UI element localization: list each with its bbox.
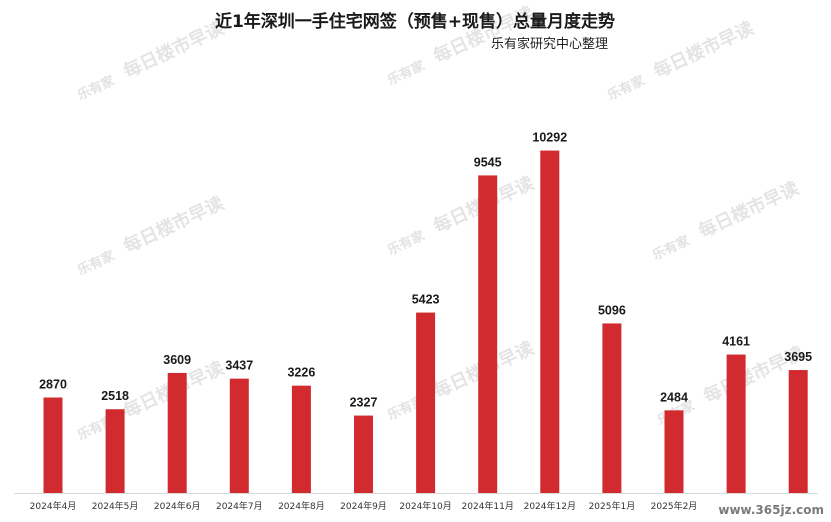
watermark-logo: 乐有家 [605,72,648,103]
value-label-7: 5423 [412,293,440,307]
site-mark-text: www.365jz.com [718,503,824,517]
bar-4 [229,378,249,493]
x-tick-label-4: 2024年7月 [216,500,263,512]
bar-1 [43,397,63,493]
bar-5 [291,385,311,493]
value-label-4: 3437 [225,359,253,373]
value-label-5: 3226 [287,366,315,380]
bar-6 [354,415,373,493]
bar-13 [788,370,808,493]
watermark-text: 每日楼市早读 [120,17,227,83]
x-tick-label-10: 2025年1月 [589,500,636,512]
x-tick-label-1: 2024年4月 [30,500,77,512]
bar-10 [602,323,622,493]
bar-8 [478,175,498,494]
value-label-8: 9545 [474,155,502,169]
bar-9 [540,150,560,493]
value-label-13: 3695 [784,350,812,364]
site-mark: www.365jz.com [700,496,831,522]
site-mark-bg [700,496,831,522]
x-tick-label-5: 2024年8月 [278,500,325,512]
watermark-text: 每日楼市早读 [120,192,227,258]
x-tick-label-7: 2024年10月 [399,500,451,512]
x-tick-label-8: 2024年11月 [462,500,514,512]
value-labels: 2870 2518 3609 3437 3226 2327 5423 9545 10292 509… [39,131,812,410]
watermark-text: 每日楼市早读 [695,177,802,243]
watermark-logo: 乐有家 [75,72,118,103]
x-tick-label-11: 2025年2月 [651,500,698,512]
value-label-2: 2518 [101,389,129,403]
value-label-9: 10292 [532,131,567,145]
bar-12 [726,354,746,493]
value-label-10: 5096 [598,303,626,317]
x-tick-label-6: 2024年9月 [340,500,387,512]
bar-11 [664,410,684,493]
x-tick-label-9: 2024年12月 [524,500,576,512]
value-label-12: 4161 [722,335,750,349]
watermark-logo: 乐有家 [385,227,428,258]
chart-subtitle: 乐有家研究中心整理 [491,36,608,52]
bar-3 [167,372,187,493]
chart-title: 近1年深圳一手住宅网签（预售+现售）总量月度走势 [215,11,615,32]
value-label-3: 3609 [163,353,191,367]
watermark-logo: 乐有家 [385,57,428,88]
x-tick-label-3: 2024年6月 [154,500,201,512]
value-label-11: 2484 [660,390,688,404]
x-tick-label-2: 2024年5月 [92,500,139,512]
watermark-text: 每日楼市早读 [650,17,757,83]
watermark-logo: 乐有家 [650,232,693,263]
value-label-1: 2870 [39,378,67,392]
bar-2 [105,409,125,493]
watermark-logo: 乐有家 [75,247,118,278]
value-label-6: 2327 [350,396,378,410]
bar-series [43,150,808,494]
bar-7 [416,312,436,493]
